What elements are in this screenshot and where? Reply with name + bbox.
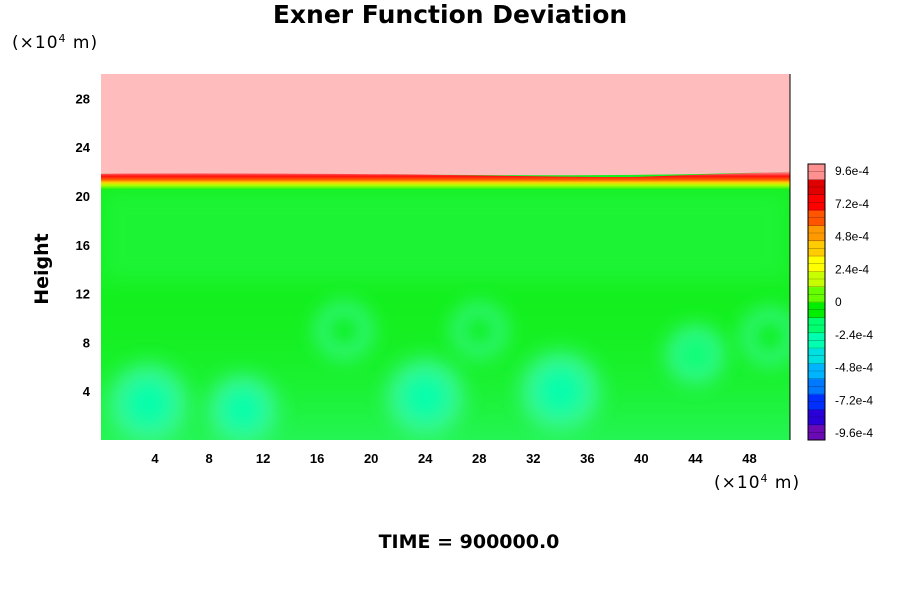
x-tick-label: 20: [364, 451, 378, 466]
y-tick-label: 8: [83, 335, 90, 350]
x-tick-label: 28: [472, 451, 486, 466]
time-label: TIME = 900000.0: [378, 531, 560, 553]
plot-area: [101, 74, 791, 440]
field-feature-core: [464, 315, 495, 345]
field-transition-band: [101, 171, 790, 190]
x-tick-label: 4: [151, 451, 159, 466]
colorbar-swatch: [808, 317, 825, 334]
field-feature-core: [328, 314, 360, 346]
x-tick-label: 12: [256, 451, 270, 466]
field-feature-core: [679, 338, 712, 371]
x-tick-label: 40: [634, 451, 648, 466]
colorbar-tick-label: 0: [835, 295, 842, 309]
colorbar-swatch: [808, 286, 825, 303]
colorbar-swatch: [808, 409, 825, 426]
colorbar-tick-label: 4.8e-4: [835, 230, 869, 244]
colorbar-swatch: [808, 194, 825, 211]
colorbar-tick-label: -2.4e-4: [835, 328, 873, 342]
x-tick-label: 32: [526, 451, 540, 466]
x-tick-label: 16: [310, 451, 324, 466]
colorbar-tick-label: 9.6e-4: [835, 164, 869, 178]
colorbar-swatch: [808, 225, 825, 242]
colorbar-swatch: [808, 164, 825, 180]
field-mid-band: [101, 189, 790, 282]
field-feature-core: [538, 369, 583, 414]
x-tick-label: 36: [580, 451, 594, 466]
x-tick-label: 44: [688, 451, 703, 466]
x-tick-label: 48: [742, 451, 756, 466]
colorbar-tick-label: 7.2e-4: [835, 197, 869, 211]
colorbar-swatch: [808, 424, 825, 441]
x-tick-label: 24: [418, 451, 433, 466]
field-feature-core: [126, 381, 171, 426]
y-axis-unit: (×104 m): [12, 32, 99, 53]
y-tick-label: 28: [76, 91, 90, 106]
y-tick-label: 20: [76, 189, 90, 204]
colorbar-frame: [807, 163, 826, 441]
colorbar-tick-label: -7.2e-4: [835, 393, 873, 407]
colorbar-swatch: [808, 271, 825, 288]
y-tick-label: 24: [76, 140, 91, 155]
x-axis-ticks: 4 8 12 16 20 24 28 32 36 40 44 48: [151, 451, 756, 466]
colorbar: 9.6e-4 7.2e-4 4.8e-4 2.4e-4 0 -2.4e-4 -4.8e-4 -…: [807, 163, 873, 441]
colorbar-tick-label: -4.8e-4: [835, 361, 873, 375]
colorbar-swatch: [808, 179, 825, 196]
colorbar-tick-label: 2.4e-4: [835, 262, 869, 276]
y-axis-ticks: 4 8 12 16 20 24 28: [76, 91, 91, 399]
y-tick-label: 4: [83, 384, 91, 399]
y-tick-label: 16: [76, 238, 90, 253]
colorbar-swatch: [808, 256, 825, 272]
x-axis-unit: (×104 m): [714, 472, 801, 493]
colorbar-swatch: [808, 348, 825, 364]
colorbar-swatch: [808, 363, 825, 380]
colorbar-swatch: [808, 378, 825, 395]
colorbar-tick-label: -9.6e-4: [835, 426, 873, 440]
chart-title: Exner Function Deviation: [272, 0, 628, 29]
field-upper-layer: [101, 74, 790, 176]
colorbar-swatch: [808, 394, 825, 410]
colorbar-swatch: [808, 302, 825, 318]
field-feature-core: [403, 375, 447, 419]
field-feature-core: [223, 390, 263, 429]
x-tick-label: 8: [205, 451, 212, 466]
field-feature-core: [754, 320, 786, 352]
colorbar-swatch: [808, 240, 825, 257]
y-tick-label: 12: [76, 287, 90, 302]
colorbar-swatch: [808, 210, 825, 226]
colorbar-swatch: [808, 332, 825, 349]
